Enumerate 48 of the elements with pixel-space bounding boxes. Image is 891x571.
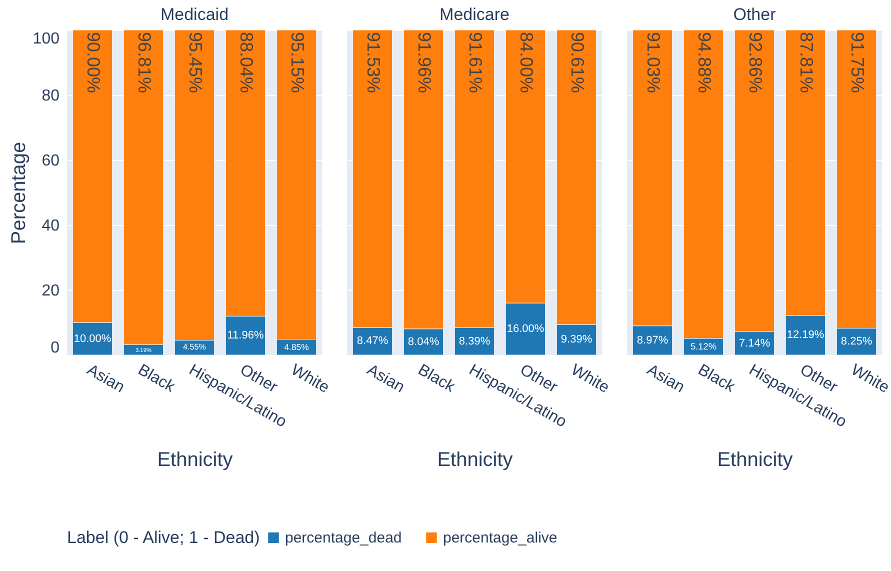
- data-label: 8.25%: [840, 336, 872, 348]
- data-label: 91.53%: [364, 32, 384, 94]
- y-axis-title: Percentage: [8, 142, 30, 244]
- chart-title: Medicare: [440, 4, 510, 24]
- data-label: 91.75%: [848, 32, 868, 94]
- data-label: 88.04%: [236, 32, 256, 94]
- data-label: 90.61%: [568, 32, 588, 94]
- y-tick-label: 80: [42, 88, 60, 104]
- x-axis-title: Ethnicity: [437, 449, 513, 472]
- data-label: 9.39%: [560, 334, 592, 346]
- data-label: 10.00%: [74, 332, 112, 345]
- data-label: 91.03%: [644, 32, 664, 94]
- data-label: 4.85%: [284, 342, 310, 352]
- x-tick-label: Asian: [364, 362, 408, 396]
- x-axis-title: Ethnicity: [717, 449, 793, 472]
- data-label: 92.86%: [746, 32, 766, 94]
- y-tick-label: 60: [42, 152, 60, 170]
- data-label: 5.12%: [690, 342, 716, 352]
- data-label: 7.14%: [738, 337, 770, 350]
- y-tick-label: 20: [42, 282, 60, 300]
- data-label: 96.81%: [134, 32, 154, 94]
- data-label: 8.04%: [408, 336, 440, 348]
- y-tick-label: 100: [32, 30, 60, 48]
- data-label: 90.00%: [84, 32, 104, 94]
- data-label: 11.96%: [227, 330, 264, 342]
- data-label: 12.19%: [786, 329, 824, 342]
- data-label: 4.55%: [182, 342, 206, 352]
- chart-title: Medicaid: [160, 4, 229, 24]
- data-label: 84.00%: [516, 32, 536, 94]
- legend-label: percentage_dead: [285, 530, 402, 547]
- data-label: 94.88%: [694, 32, 714, 94]
- data-label: 8.97%: [636, 334, 668, 346]
- data-label: 95.15%: [288, 32, 308, 94]
- data-label: 87.81%: [796, 32, 816, 94]
- legend-title: Label (0 - Alive; 1 - Dead): [67, 528, 260, 547]
- data-label: 8.39%: [458, 335, 490, 348]
- y-tick-label: 0: [50, 340, 60, 356]
- x-tick-label: Asian: [644, 362, 688, 396]
- x-tick-label: Asian: [84, 362, 128, 396]
- y-tick-label: 40: [42, 218, 60, 234]
- legend-label: percentage_alive: [443, 530, 558, 547]
- x-axis-title: Ethnicity: [157, 449, 233, 472]
- chart-title: Other: [733, 4, 776, 24]
- data-label: 91.61%: [466, 32, 486, 94]
- data-label: 91.96%: [414, 32, 434, 94]
- data-label: 16.00%: [506, 323, 544, 335]
- data-label: 8.47%: [356, 335, 388, 348]
- data-label: 95.45%: [186, 32, 206, 94]
